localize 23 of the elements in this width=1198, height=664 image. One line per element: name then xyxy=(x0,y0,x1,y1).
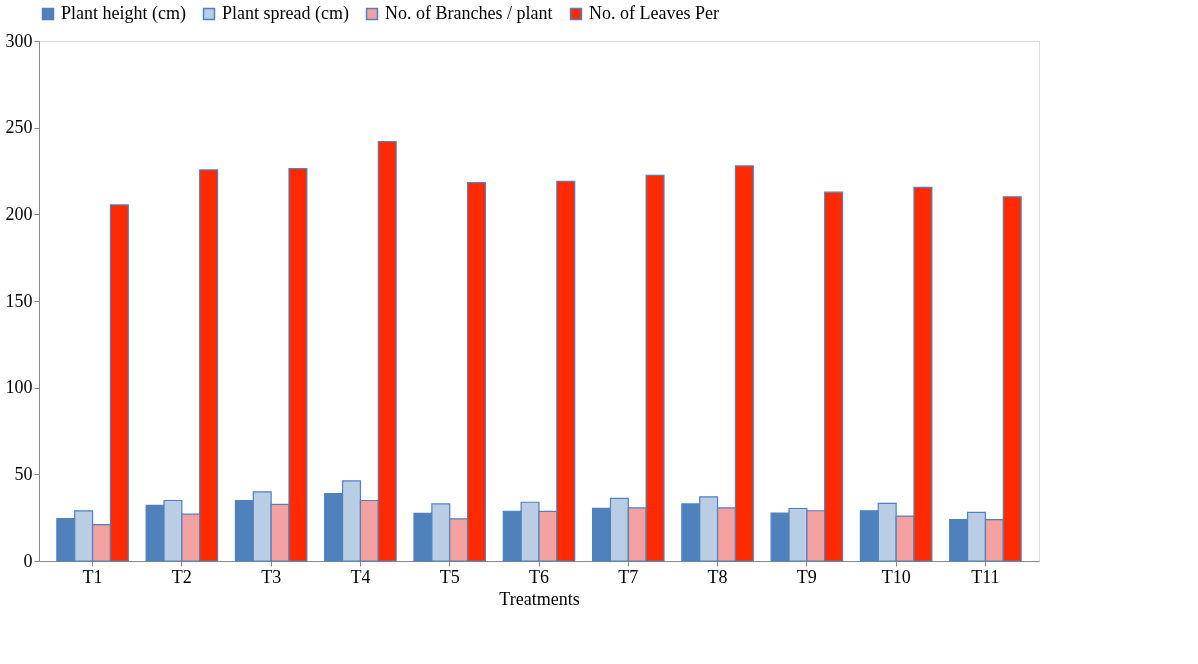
y-tick-label: 300 xyxy=(5,30,33,51)
y-tick-label: 100 xyxy=(5,377,33,398)
legend-label: Plant spread (cm) xyxy=(222,3,349,24)
x-tick-label: T10 xyxy=(881,566,911,587)
legend-label: No. of Branches / plant xyxy=(385,3,553,23)
x-tick-label: T2 xyxy=(171,566,192,587)
x-tick-label: T6 xyxy=(529,566,549,587)
legend-label: Plant height (cm) xyxy=(61,3,186,24)
x-tick-label: T8 xyxy=(707,566,728,587)
x-tick-label: T3 xyxy=(261,566,282,587)
x-tick-label: T7 xyxy=(618,566,639,587)
x-tick-label: T11 xyxy=(971,566,1000,587)
y-tick-label: 150 xyxy=(5,290,33,311)
y-tick-label: 200 xyxy=(5,203,33,224)
x-tick-label: T9 xyxy=(796,566,817,587)
x-tick-label: T4 xyxy=(350,566,371,587)
x-tick-label: T1 xyxy=(82,566,103,587)
x-tick-label: T5 xyxy=(439,566,460,587)
legend-label: No. of Leaves Per xyxy=(589,3,719,23)
y-tick-label: 0 xyxy=(23,550,33,571)
y-tick-label: 50 xyxy=(14,463,33,484)
y-tick-label: 250 xyxy=(5,117,33,138)
x-axis-title: Treatments xyxy=(499,588,580,609)
